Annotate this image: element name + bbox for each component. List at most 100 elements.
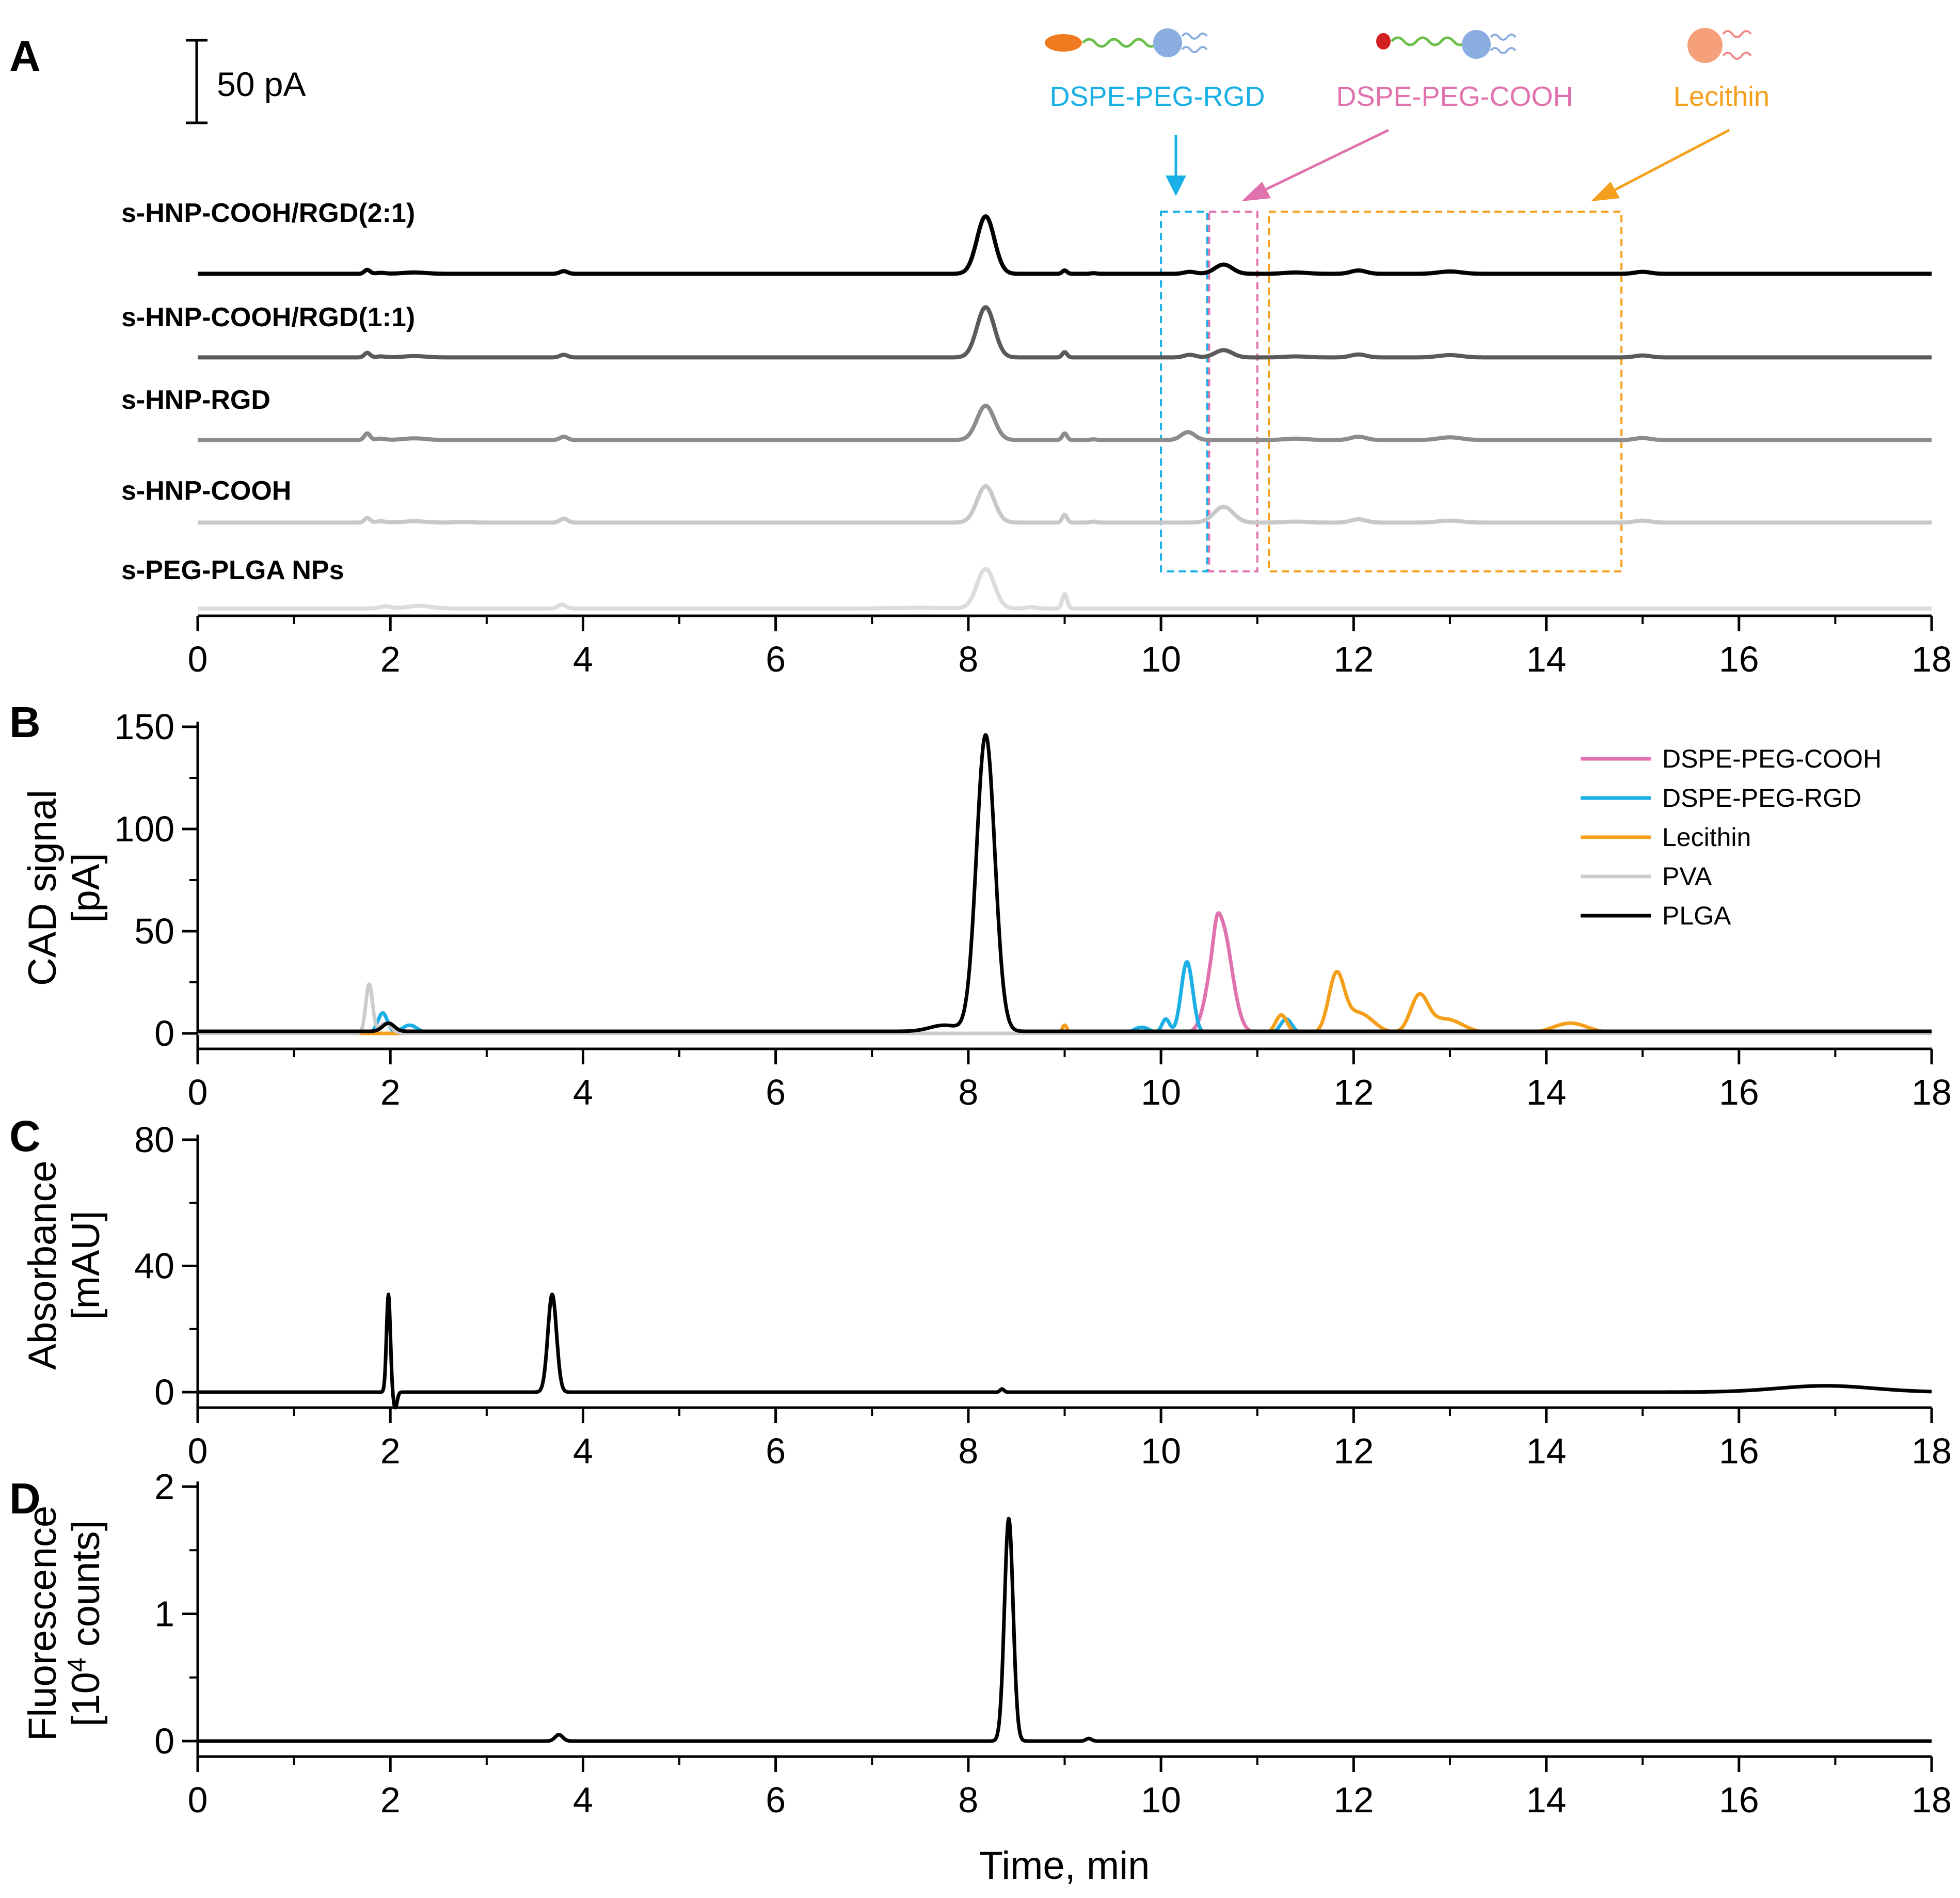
panel-c-y-tick-label: 0: [154, 1372, 174, 1412]
panel-c-ylabel-line1: Absorbance: [21, 1160, 65, 1370]
panel-b-chart: 0 50 100 150 0 2 4 6 8 10 12 14 16 18: [114, 707, 1952, 1112]
panel-a-x-tick-label: 14: [1526, 639, 1567, 679]
panel-b-y-tick-label: 50: [134, 911, 174, 951]
panel-d-x-tick-label: 0: [188, 1780, 208, 1820]
panel-b-y-title: CAD signal [pA]: [21, 790, 108, 986]
trace-s-peg-plga-nps: [196, 566, 1933, 611]
panel-b-legend: DSPE-PEG-COOH DSPE-PEG-RGD Lecithin PVA …: [1581, 744, 1882, 930]
panel-c-x-tick-label: 16: [1719, 1431, 1759, 1471]
scale-bar-label: 50 pA: [217, 65, 306, 103]
panel-d-ylabel-line2: [104 counts]: [62, 1520, 108, 1727]
trace-s-hnp-cooh-rgd-1-1: [196, 305, 1933, 360]
panel-c-ylabel-line2: [mAU]: [64, 1210, 108, 1319]
panel-b-x-tick-label: 16: [1719, 1072, 1759, 1112]
panel-b-trace-dspe-peg-cooh: [196, 911, 1933, 1035]
lecithin-label: Lecithin: [1674, 81, 1770, 112]
dspe-peg-rgd-label: DSPE-PEG-RGD: [1049, 81, 1265, 112]
panel-b-letter: B: [9, 698, 41, 746]
panel-b-ylabel-line1: CAD signal: [21, 790, 65, 986]
panel-a-x-tick-label: 12: [1333, 639, 1374, 679]
annotation-cooh: DSPE-PEG-COOH: [1241, 30, 1573, 201]
dspe-peg-cooh-label: DSPE-PEG-COOH: [1336, 81, 1573, 112]
trace-label-hnp-rgd: s-HNP-RGD: [121, 385, 270, 415]
panel-d-letter: D: [9, 1474, 41, 1523]
panel-b-x-tick-label: 18: [1911, 1072, 1952, 1112]
panel-a-x-tick-label: 4: [573, 639, 593, 679]
cooh-arrow-head: [1241, 182, 1271, 201]
panel-d-x-tick-label: 4: [573, 1780, 593, 1820]
highlight-box-lecithin: [1268, 211, 1623, 572]
panel-d-x-tick-label: 14: [1526, 1780, 1567, 1820]
scale-bar: 50 pA: [186, 39, 306, 124]
trace-s-hnp-rgd: [196, 403, 1933, 442]
trace-label-peg-plga: s-PEG-PLGA NPs: [121, 555, 344, 585]
panel-b-trace-dspe-peg-rgd: [196, 960, 1933, 1035]
panel-c-x-tick-label: 0: [188, 1431, 208, 1471]
panel-b-y-tick-label: 0: [154, 1013, 174, 1054]
panel-d-x-tick-label: 2: [380, 1780, 401, 1820]
panel-d-y-tick-label: 2: [154, 1466, 174, 1507]
panel-c-x-tick-label: 12: [1333, 1431, 1374, 1471]
trace-s-hnp-cooh: [196, 484, 1933, 525]
panel-b-trace-lecithin: [196, 969, 1933, 1035]
highlight-box-dspe-peg-rgd: [1160, 211, 1208, 572]
trace-label-cooh-rgd-2-1: s-HNP-COOH/RGD(2:1): [121, 198, 415, 228]
panel-d-y-title: Fluorescence [104 counts]: [21, 1506, 108, 1741]
panel-d-x-tick-label: 8: [958, 1780, 978, 1820]
trace-label-hnp-cooh: s-HNP-COOH: [121, 476, 291, 506]
panel-b-x-tick-label: 8: [958, 1072, 978, 1112]
panel-a-x-tick-label: 16: [1719, 639, 1759, 679]
panel-c-x-tick-label: 2: [380, 1431, 401, 1471]
panel-b-trace-plga: [196, 733, 1933, 1033]
panel-c-x-tick-label: 14: [1526, 1431, 1567, 1471]
panel-c-chart: 0 40 80 0 2 4 6 8 10 12 14 16 18: [134, 1120, 1952, 1471]
highlight-box-dspe-peg-cooh: [1208, 211, 1258, 572]
panel-a-chart: 0 2 4 6 8 10 12 14 16 18: [188, 211, 1952, 679]
legend-label-dspe-peg-rgd: DSPE-PEG-RGD: [1662, 784, 1861, 812]
panel-d-trace-fld: [196, 1517, 1933, 1743]
panel-d-ylabel-line1: Fluorescence: [21, 1506, 65, 1741]
panel-b-x-tick-label: 4: [573, 1072, 593, 1112]
lecithin-arrow-head: [1591, 182, 1620, 201]
panel-a-x-tick-label: 0: [188, 639, 208, 679]
panel-c-letter: C: [9, 1112, 41, 1160]
panel-d-x-tick-label: 10: [1141, 1780, 1181, 1820]
annotation-rgd: DSPE-PEG-RGD: [1045, 28, 1265, 196]
panel-b-x-tick-label: 6: [766, 1072, 786, 1112]
panel-a-x-tick-label: 6: [766, 639, 786, 679]
legend-label-plga: PLGA: [1662, 901, 1731, 930]
panel-a-x-tick-label: 18: [1911, 639, 1952, 679]
panel-b-x-tick-label: 14: [1526, 1072, 1567, 1112]
panel-c-x-tick-label: 8: [958, 1431, 978, 1471]
panel-b-x-tick-label: 10: [1141, 1072, 1181, 1112]
panel-a-x-tick-label: 2: [380, 639, 401, 679]
panel-a-x-tick-label: 10: [1141, 639, 1181, 679]
panel-d-y-tick-label: 0: [154, 1721, 174, 1761]
x-axis-title: Time, min: [979, 1844, 1150, 1888]
panel-b-y-tick-label: 100: [114, 809, 174, 849]
panel-b-ylabel-line2: [pA]: [64, 853, 108, 922]
panel-b-x-tick-label: 0: [188, 1072, 208, 1112]
panel-c-x-tick-label: 18: [1911, 1431, 1952, 1471]
panel-b-x-tick-label: 12: [1333, 1072, 1374, 1112]
panel-c-y-tick-label: 40: [134, 1246, 174, 1286]
panel-c-y-tick-label: 80: [134, 1120, 174, 1160]
dspe-peg-cooh-molecule-icon: [1376, 30, 1517, 59]
annotation-lecithin: Lecithin: [1591, 28, 1770, 201]
legend-label-pva: PVA: [1662, 862, 1712, 891]
panel-c-y-title: Absorbance [mAU]: [21, 1160, 108, 1370]
panel-b-x-tick-label: 2: [380, 1072, 401, 1112]
panel-c-x-tick-label: 4: [573, 1431, 593, 1471]
panel-a-letter: A: [9, 32, 41, 81]
panel-d-x-tick-label: 6: [766, 1780, 786, 1820]
panel-a-x-tick-label: 8: [958, 639, 978, 679]
legend-label-dspe-peg-cooh: DSPE-PEG-COOH: [1662, 744, 1882, 773]
panel-c-x-tick-label: 10: [1141, 1431, 1181, 1471]
panel-d-y-tick-label: 1: [154, 1594, 174, 1634]
panel-d-x-tick-label: 18: [1911, 1780, 1952, 1820]
legend-label-lecithin: Lecithin: [1662, 823, 1751, 852]
panel-c-trace-uv: [196, 1293, 1933, 1410]
rgd-arrow-head: [1166, 176, 1186, 196]
